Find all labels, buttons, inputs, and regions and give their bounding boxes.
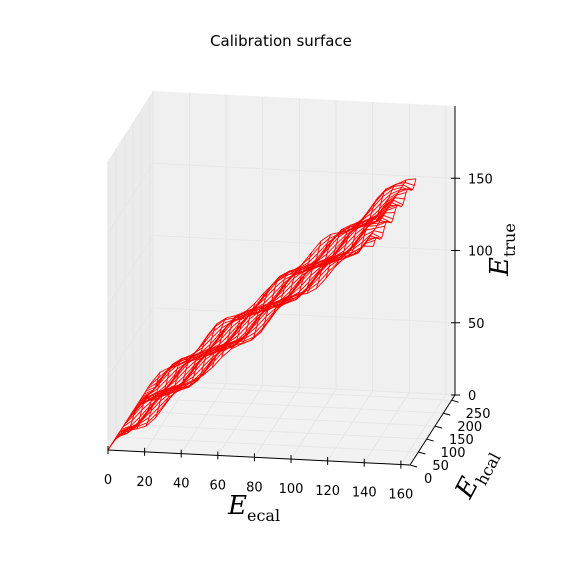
- surface-line-hcal: [126, 367, 170, 431]
- surface-line-hcal: [211, 303, 256, 368]
- surface-line-hcal: [174, 323, 218, 393]
- z-axis-label-main: E: [485, 257, 515, 277]
- y-tick-label: 0: [424, 472, 432, 487]
- surface-wireframe: [107, 178, 417, 451]
- z-axis-label: Etrue: [485, 223, 519, 277]
- chart-title: Calibration surface: [210, 32, 352, 50]
- x-axis-label-main: E: [227, 491, 247, 521]
- surface-line-hcal: [221, 292, 265, 358]
- grid-line-z: [107, 162, 456, 234]
- surface-line-hcal: [117, 372, 161, 437]
- x-axis-label-sub: ecal: [247, 506, 280, 525]
- y-tick-label: 50: [432, 459, 449, 474]
- surface-line-hcal: [335, 197, 379, 267]
- z-axis-label-sub: true: [500, 223, 519, 257]
- z-tick-label: 150: [468, 172, 493, 187]
- tick-labels: 0 20 40 60 80 100 120 140 1600501001502002500501…: [104, 172, 493, 502]
- tick-marks: [107, 177, 460, 469]
- surface-line-hcal: [316, 222, 360, 289]
- y-tick-label: 100: [441, 446, 466, 461]
- surface-line-hcal: [306, 228, 350, 294]
- y-tick: [426, 438, 434, 442]
- surface-line-hcal: [363, 179, 407, 247]
- z-tick-label: 0: [468, 389, 476, 404]
- x-tick-label: 120: [315, 484, 340, 499]
- surface-line-hcal: [240, 275, 284, 345]
- y-axis-line: [409, 394, 456, 466]
- surface-line-hcal: [202, 311, 246, 376]
- y-tick: [418, 451, 426, 455]
- z-tick-label: 100: [468, 245, 493, 260]
- x-tick-label: 80: [246, 480, 263, 495]
- y-tick: [443, 412, 451, 416]
- surface-line-hcal: [354, 183, 398, 254]
- x-axis-label: Eecal: [227, 491, 280, 525]
- surface-line-hcal: [136, 363, 179, 430]
- y-tick: [434, 425, 443, 429]
- y-tick-label: 250: [466, 407, 491, 422]
- y-tick-label: 200: [457, 420, 482, 435]
- z-tick-label: 50: [468, 317, 485, 332]
- x-tick-label: 40: [173, 477, 190, 492]
- x-axis-line: [107, 449, 411, 466]
- surface-line-hcal: [268, 252, 313, 322]
- surface-line-hcal: [325, 210, 369, 279]
- y-tick: [451, 399, 459, 403]
- surface-line-hcal: [193, 315, 237, 382]
- y-axis-label-sub: hcal: [472, 450, 505, 489]
- x-tick-label: 0: [104, 473, 112, 488]
- x-tick-label: 140: [352, 486, 377, 501]
- surface-line-hcal: [107, 383, 151, 451]
- grid-line-z: [107, 234, 456, 306]
- x-tick-label: 100: [279, 482, 304, 497]
- surface-line-hcal: [344, 188, 388, 258]
- x-tick-label: 60: [210, 478, 227, 493]
- surface-line-hcal: [183, 317, 227, 388]
- surface-line-hcal: [287, 234, 332, 301]
- y-tick-label: 150: [449, 433, 474, 448]
- x-tick-label: 160: [388, 488, 413, 503]
- y-tick: [409, 464, 418, 468]
- grid-line-z: [107, 307, 456, 379]
- surface-line-hcal: [372, 178, 417, 247]
- surface-line-hcal: [145, 357, 189, 427]
- surface-line-hcal: [230, 283, 275, 350]
- surface-line-hcal: [164, 335, 208, 406]
- surface-line-hcal: [297, 232, 341, 296]
- x-tick-label: 20: [136, 475, 153, 490]
- surface-line-hcal: [250, 270, 293, 342]
